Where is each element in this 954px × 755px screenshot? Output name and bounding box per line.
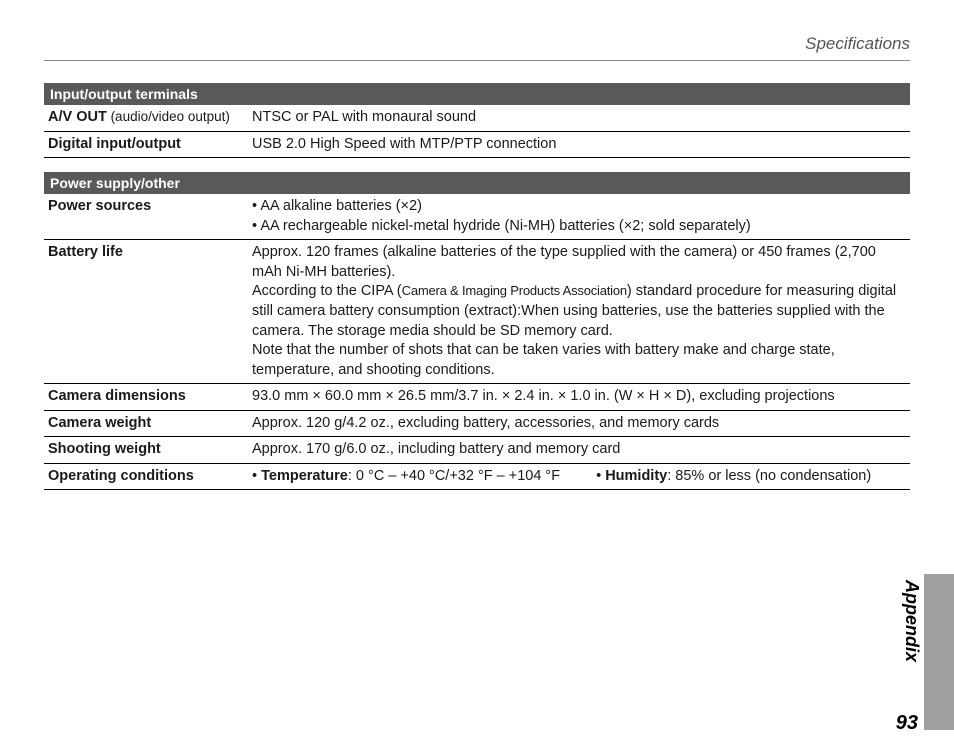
row-battery-life: Battery life Approx. 120 frames (alkalin… bbox=[44, 240, 910, 384]
page-title: Specifications bbox=[805, 34, 910, 53]
op-humidity-val: : 85% or less (no condensation) bbox=[667, 468, 871, 484]
label-battery-life: Battery life bbox=[48, 243, 252, 380]
op-temperature-val: : 0 °C – +40 °C/+32 °F – +104 °F bbox=[348, 468, 560, 484]
section-header-power: Power supply/other bbox=[44, 172, 910, 194]
value-shooting-weight: Approx. 170 g/6.0 oz., including battery… bbox=[252, 440, 906, 460]
row-av-out: A/V OUT (audio/video output) NTSC or PAL… bbox=[44, 105, 910, 132]
section-header-io: Input/output terminals bbox=[44, 83, 910, 105]
label-av-out: A/V OUT (audio/video output) bbox=[48, 108, 252, 128]
op-temperature-key: Temperature bbox=[261, 468, 348, 484]
op-humidity-key: Humidity bbox=[605, 468, 667, 484]
value-av-out: NTSC or PAL with monaural sound bbox=[252, 108, 906, 128]
label-av-out-sub: (audio/video output) bbox=[107, 109, 230, 124]
sidebar-section-label: Appendix bbox=[901, 580, 922, 662]
page-header: Specifications bbox=[44, 34, 910, 61]
row-shooting-weight: Shooting weight Approx. 170 g/6.0 oz., i… bbox=[44, 437, 910, 464]
row-digital-io: Digital input/output USB 2.0 High Speed … bbox=[44, 132, 910, 159]
page-number: 93 bbox=[896, 712, 918, 735]
power-source-item-1: AA alkaline batteries (×2) bbox=[252, 197, 906, 217]
label-av-out-main: A/V OUT bbox=[48, 109, 107, 125]
power-source-item-2: AA rechargeable nickel-metal hydride (Ni… bbox=[252, 217, 906, 237]
value-camera-weight: Approx. 120 g/4.2 oz., excluding battery… bbox=[252, 414, 906, 434]
battery-life-p1: Approx. 120 frames (alkaline batteries o… bbox=[252, 243, 906, 282]
battery-life-p2b: Camera & Imaging Products Association bbox=[402, 283, 627, 298]
row-power-sources: Power sources AA alkaline batteries (×2)… bbox=[44, 194, 910, 240]
label-shooting-weight: Shooting weight bbox=[48, 440, 252, 460]
value-power-sources: AA alkaline batteries (×2) AA rechargeab… bbox=[252, 197, 906, 236]
battery-life-p2: According to the CIPA (Camera & Imaging … bbox=[252, 282, 906, 341]
row-operating-conditions: Operating conditions • Temperature: 0 °C… bbox=[44, 464, 910, 491]
value-battery-life: Approx. 120 frames (alkaline batteries o… bbox=[252, 243, 906, 380]
value-digital-io: USB 2.0 High Speed with MTP/PTP connecti… bbox=[252, 135, 906, 155]
row-camera-weight: Camera weight Approx. 120 g/4.2 oz., exc… bbox=[44, 411, 910, 438]
value-camera-dimensions: 93.0 mm × 60.0 mm × 26.5 mm/3.7 in. × 2.… bbox=[252, 387, 906, 407]
label-camera-dimensions: Camera dimensions bbox=[48, 387, 252, 407]
label-digital-io: Digital input/output bbox=[48, 135, 252, 155]
label-operating-conditions: Operating conditions bbox=[48, 467, 252, 487]
sidebar-tab bbox=[924, 574, 954, 730]
label-power-sources: Power sources bbox=[48, 197, 252, 236]
row-camera-dimensions: Camera dimensions 93.0 mm × 60.0 mm × 26… bbox=[44, 384, 910, 411]
battery-life-p2a: According to the CIPA ( bbox=[252, 283, 402, 299]
value-operating-conditions: • Temperature: 0 °C – +40 °C/+32 °F – +1… bbox=[252, 467, 906, 487]
label-camera-weight: Camera weight bbox=[48, 414, 252, 434]
op-humidity: • Humidity: 85% or less (no condensation… bbox=[596, 467, 871, 487]
op-temperature: • Temperature: 0 °C – +40 °C/+32 °F – +1… bbox=[252, 467, 560, 487]
battery-life-p3: Note that the number of shots that can b… bbox=[252, 341, 906, 380]
